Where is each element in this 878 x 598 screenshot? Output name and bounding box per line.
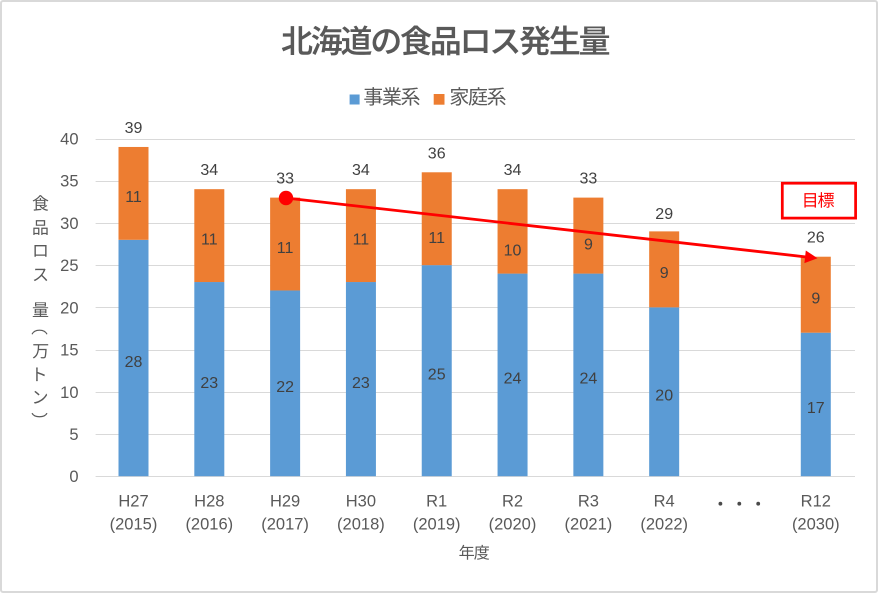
svg-text:9: 9 [811,291,820,308]
svg-text:10: 10 [504,243,522,260]
svg-text:H27: H27 [118,493,148,511]
svg-text:0: 0 [69,468,78,486]
svg-text:15: 15 [60,342,78,360]
svg-text:35: 35 [60,173,78,191]
svg-text:10: 10 [60,384,78,402]
svg-text:24: 24 [504,371,522,388]
svg-text:11: 11 [125,189,142,206]
svg-text:40: 40 [60,131,78,149]
svg-text:H30: H30 [346,493,376,511]
svg-text:28: 28 [125,354,143,371]
svg-text:(2021): (2021) [565,516,613,534]
svg-text:(2018): (2018) [337,516,385,534]
svg-text:R2: R2 [502,493,523,511]
svg-text:20: 20 [60,299,78,317]
svg-text:H29: H29 [270,493,300,511]
svg-text:33: 33 [580,171,598,188]
svg-text:23: 23 [352,375,370,392]
svg-text:20: 20 [655,388,673,405]
svg-text:22: 22 [276,379,294,396]
svg-text:R4: R4 [654,493,675,511]
svg-text:25: 25 [60,257,78,275]
svg-text:39: 39 [125,120,143,137]
svg-text:R3: R3 [578,493,599,511]
svg-text:(2020): (2020) [489,516,537,534]
svg-text:11: 11 [277,240,294,257]
svg-text:5: 5 [69,426,78,444]
svg-text:17: 17 [807,400,825,417]
svg-text:(2022): (2022) [640,516,688,534]
svg-text:34: 34 [352,162,370,179]
svg-text:H28: H28 [194,493,224,511]
svg-text:23: 23 [200,375,218,392]
svg-text:11: 11 [353,231,370,248]
svg-text:(2030): (2030) [792,516,840,534]
svg-text:26: 26 [807,230,825,247]
svg-text:(2016): (2016) [185,516,233,534]
svg-text:11: 11 [201,231,218,248]
svg-text:9: 9 [660,265,669,282]
svg-text:34: 34 [200,162,218,179]
svg-text:(2017): (2017) [261,516,309,534]
svg-text:R12: R12 [801,493,831,511]
svg-text:9: 9 [584,237,593,254]
svg-text:33: 33 [276,171,294,188]
svg-text:(2019): (2019) [413,516,461,534]
svg-text:R1: R1 [426,493,447,511]
svg-text:29: 29 [655,206,673,223]
svg-text:(2015): (2015) [110,516,158,534]
svg-text:36: 36 [428,145,446,162]
svg-text:25: 25 [428,367,446,384]
svg-text:11: 11 [428,230,445,247]
svg-text:30: 30 [60,215,78,233]
svg-text:34: 34 [504,162,522,179]
svg-text:24: 24 [580,371,598,388]
